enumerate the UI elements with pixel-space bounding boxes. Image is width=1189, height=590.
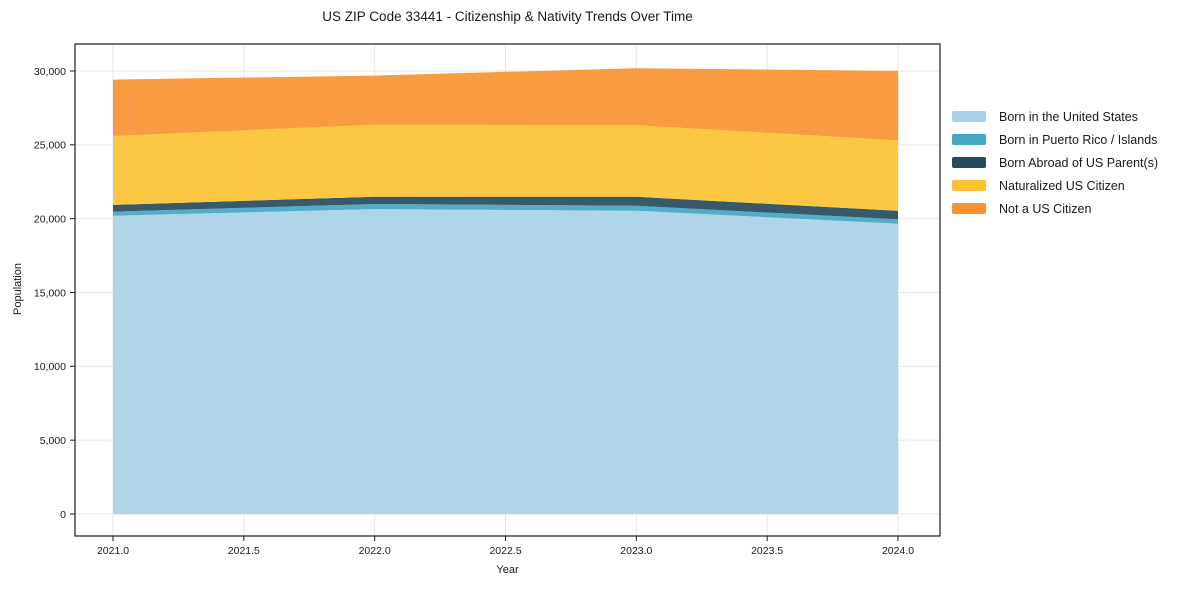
x-tick-label: 2022.5 xyxy=(489,545,521,557)
x-tick-label: 2023.5 xyxy=(751,545,783,557)
legend-item-born-in-puerto-rico-islands: Born in Puerto Rico / Islands xyxy=(952,128,1158,151)
legend-item-naturalized-us-citizen: Naturalized US Citizen xyxy=(952,174,1158,197)
legend-label: Born Abroad of US Parent(s) xyxy=(999,155,1159,170)
legend-swatch xyxy=(952,180,986,191)
axes-frame xyxy=(74,43,941,537)
area-not-a-us-citizen xyxy=(113,68,898,141)
area-naturalized-us-citizen xyxy=(113,124,898,211)
x-tick-label: 2021.5 xyxy=(228,545,260,557)
legend-swatch xyxy=(952,157,986,168)
area-born-in-puerto-rico-islands xyxy=(113,204,898,224)
legend-item-not-a-us-citizen: Not a US Citizen xyxy=(952,197,1158,220)
x-tick-label: 2021.0 xyxy=(97,545,129,557)
legend-label: Not a US Citizen xyxy=(999,201,1092,216)
legend-swatch xyxy=(952,134,986,145)
area-born-abroad-of-us-parent-s xyxy=(113,196,898,220)
chart-title: US ZIP Code 33441 - Citizenship & Nativi… xyxy=(322,9,693,24)
area-born-in-the-united-states xyxy=(113,209,898,514)
y-tick-label: 0 xyxy=(60,509,66,521)
y-tick-label: 25,000 xyxy=(34,140,66,152)
legend-item-born-abroad-of-us-parent-s: Born Abroad of US Parent(s) xyxy=(952,151,1158,174)
legend-label: Born in Puerto Rico / Islands xyxy=(999,132,1158,147)
x-tick-label: 2024.0 xyxy=(882,545,914,557)
y-tick-label: 15,000 xyxy=(34,287,66,299)
legend-item-born-in-the-united-states: Born in the United States xyxy=(952,105,1158,128)
y-tick-label: 20,000 xyxy=(34,213,66,225)
legend-swatch xyxy=(952,111,986,122)
y-tick-label: 10,000 xyxy=(34,361,66,373)
legend-swatch xyxy=(952,203,986,214)
y-tick-label: 5,000 xyxy=(40,435,66,447)
legend-label: Naturalized US Citizen xyxy=(999,178,1125,193)
x-tick-label: 2022.0 xyxy=(359,545,391,557)
x-tick-label: 2023.0 xyxy=(620,545,652,557)
y-tick-label: 30,000 xyxy=(34,66,66,78)
x-axis-label: Year xyxy=(496,564,519,576)
legend: Born in the United States Born in Puerto … xyxy=(952,105,1158,220)
legend-label: Born in the United States xyxy=(999,109,1138,124)
y-axis-label: Population xyxy=(12,263,24,315)
